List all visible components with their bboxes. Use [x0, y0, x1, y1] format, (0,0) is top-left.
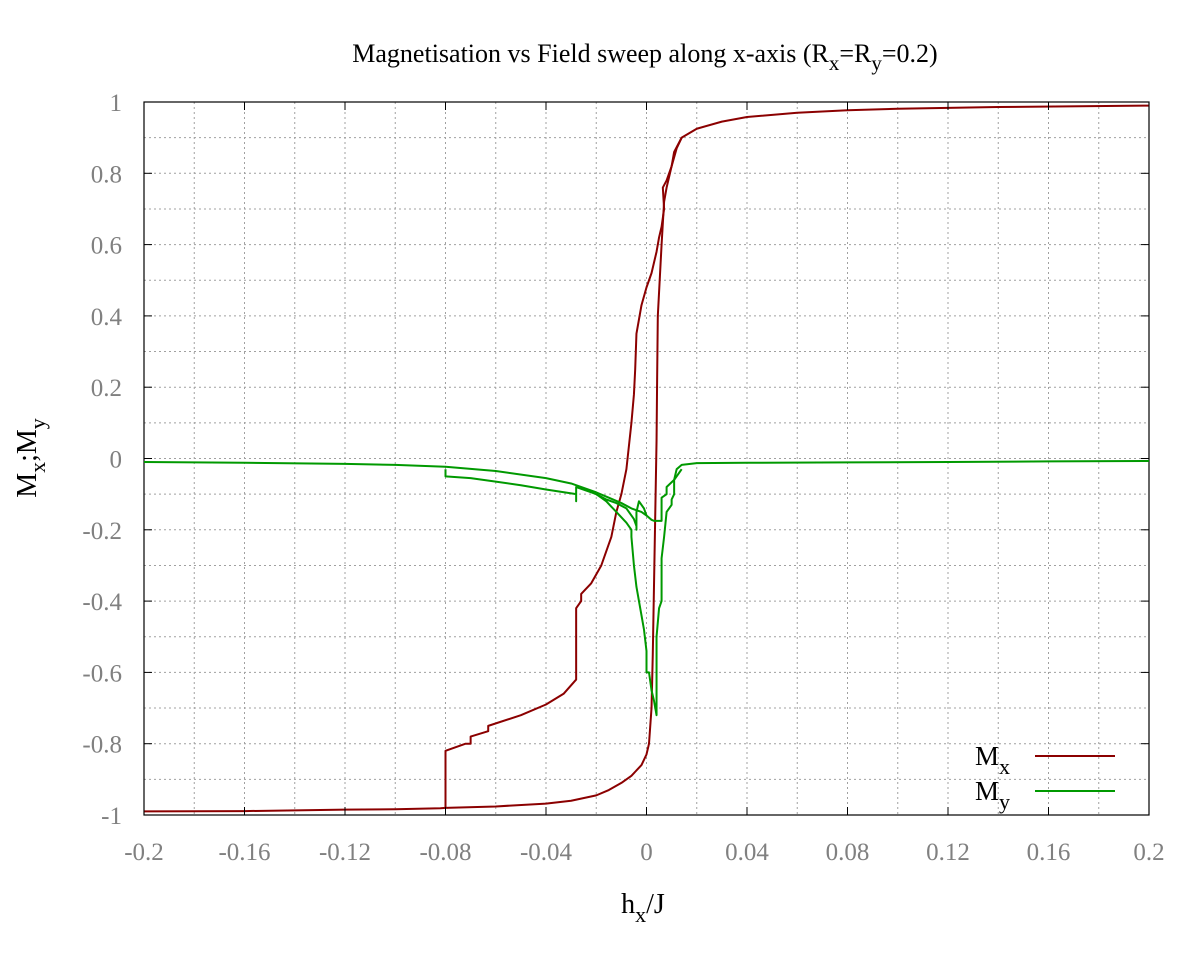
y-tick-label: -0.4 [82, 589, 122, 616]
legend: Mx My [975, 741, 1115, 814]
y-tick-label: -1 [101, 803, 122, 830]
x-tick-label: -0.16 [218, 839, 270, 866]
y-tick-label: 0.2 [91, 375, 122, 402]
x-axis-label: hx/J [621, 889, 665, 927]
series-line [143, 104, 1150, 813]
x-tick-label: 0.12 [926, 839, 970, 866]
series-line [444, 468, 683, 717]
x-tick-label: 0.2 [1133, 839, 1164, 866]
chart-title: Magnetisation vs Field sweep along x-axi… [352, 39, 937, 75]
x-tick-label: -0.04 [520, 839, 573, 866]
y-tick-label: 0.4 [91, 304, 123, 331]
y-axis-label: Mx;My [12, 418, 50, 498]
x-tick-label: 0.16 [1027, 839, 1071, 866]
y-tick-label: -0.8 [82, 732, 122, 759]
legend-label-my: My [975, 776, 1010, 814]
x-tick-label: -0.08 [419, 839, 471, 866]
series-layer [143, 104, 1150, 813]
y-tick-label: 1 [110, 90, 123, 117]
series-line [143, 460, 1150, 522]
y-tick-label: -0.6 [82, 660, 122, 687]
y-tick-label: 0.6 [91, 233, 122, 260]
grid [143, 101, 1150, 816]
x-axis-ticks: -0.2 -0.16 -0.12 -0.08 -0.04 0 0.04 0.08 0.12 0.1… [124, 102, 1165, 866]
legend-label-mx: Mx [975, 741, 1010, 779]
x-tick-label: 0.08 [826, 839, 870, 866]
series-line [595, 493, 648, 531]
y-tick-label: 0.8 [91, 161, 122, 188]
x-tick-label: -0.2 [124, 839, 164, 866]
x-tick-label: 0.04 [725, 839, 769, 866]
x-tick-label: 0 [640, 839, 653, 866]
y-tick-label: -0.2 [82, 518, 122, 545]
y-axis-ticks: -1 -0.8 -0.6 -0.4 -0.2 0 0.2 0.4 0.6 0.8 1 [82, 90, 1149, 830]
series-my [143, 460, 1150, 717]
y-tick-label: 0 [110, 447, 123, 474]
x-tick-label: -0.12 [319, 839, 371, 866]
